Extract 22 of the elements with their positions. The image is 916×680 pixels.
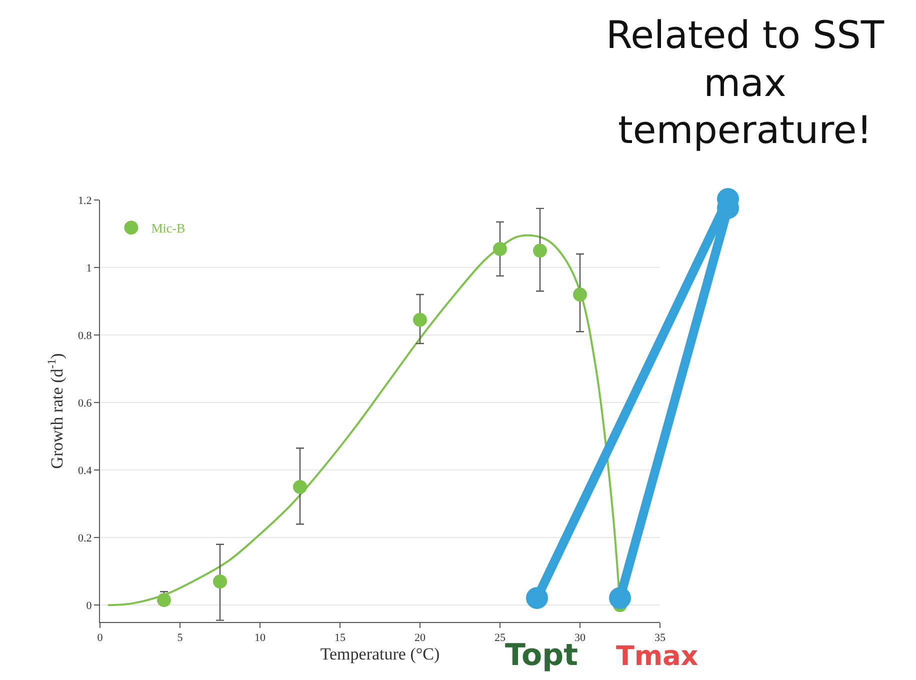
y-tick-label: 0.6 xyxy=(78,397,92,410)
y-tick-label: 0.8 xyxy=(78,330,92,342)
y-tick-label: 0.2 xyxy=(78,532,92,544)
legend-label: Mic-B xyxy=(151,220,186,236)
x-tick-label: 25 xyxy=(494,632,506,644)
point xyxy=(493,242,507,256)
x-tick-label: 15 xyxy=(334,632,346,644)
y-tick-label: 0.4 xyxy=(78,464,92,477)
x-tick-label: 0 xyxy=(97,632,104,644)
x-tick-label: 20 xyxy=(414,632,426,644)
point xyxy=(413,312,427,327)
y-tick-label: 1 xyxy=(86,262,92,274)
point xyxy=(533,244,547,258)
x-tick-label: 10 xyxy=(254,632,266,644)
y-tick-label: 0 xyxy=(86,600,92,612)
point xyxy=(213,574,227,588)
x-axis-title: Temperature (°C) xyxy=(320,644,440,664)
point xyxy=(573,288,587,302)
point xyxy=(293,480,307,494)
x-tick-label: 5 xyxy=(177,632,184,644)
y-tick-label: 1.2 xyxy=(78,194,92,207)
text: Related to SST max temperature! xyxy=(604,12,886,154)
